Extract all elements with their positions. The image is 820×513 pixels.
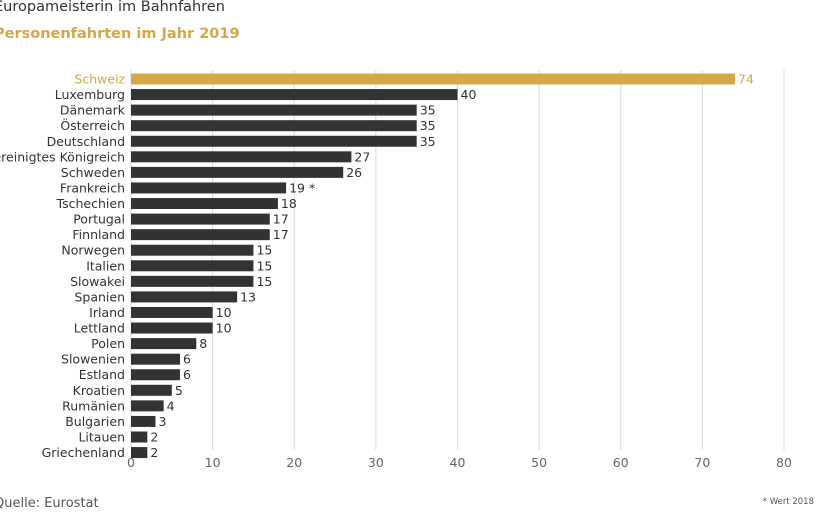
x-tick-label: 20 — [286, 455, 302, 470]
bar — [131, 275, 254, 287]
category-label: Portugal — [73, 212, 125, 227]
value-label: 6 — [183, 352, 191, 367]
x-tick-label: 80 — [776, 455, 792, 470]
category-label: Finnland — [72, 227, 125, 242]
x-tick-label: 70 — [694, 455, 710, 470]
category-label: Schweden — [61, 165, 125, 180]
value-label: 5 — [175, 383, 183, 398]
category-label: Litauen — [78, 430, 125, 445]
category-label: Österreich — [60, 117, 125, 133]
category-label: Lettland — [74, 321, 125, 336]
value-label: 15 — [256, 258, 272, 273]
category-label: Italien — [86, 258, 125, 273]
bar — [131, 89, 458, 101]
bar — [131, 306, 213, 318]
bar — [131, 166, 344, 178]
value-label: 19 * — [289, 180, 315, 195]
bar — [131, 244, 254, 256]
value-label: 15 — [256, 243, 272, 258]
value-label: 35 — [420, 103, 436, 118]
value-label: 2 — [150, 445, 158, 460]
bar — [131, 431, 148, 443]
category-label: Polen — [91, 336, 125, 351]
bar — [131, 198, 278, 210]
value-label: 13 — [240, 289, 256, 304]
value-label: 35 — [420, 118, 436, 133]
source-note: Quelle: Eurostat — [0, 496, 99, 511]
x-tick-label: 0 — [127, 455, 135, 470]
value-label: 4 — [167, 398, 175, 413]
x-tick-label: 30 — [368, 455, 384, 470]
bar — [131, 322, 213, 334]
bar — [131, 291, 238, 303]
value-label: 15 — [256, 274, 272, 289]
category-label: Norwegen — [61, 243, 125, 258]
value-label: 40 — [461, 87, 477, 102]
footnote: * Wert 2018 — [762, 497, 814, 507]
value-label: 3 — [158, 414, 166, 429]
bar — [131, 229, 270, 241]
value-label: 10 — [216, 321, 232, 336]
category-label: Schweiz — [74, 72, 125, 87]
x-tick-label: 50 — [531, 455, 547, 470]
category-label: Irland — [89, 305, 125, 320]
category-label: Kroatien — [73, 383, 125, 398]
category-label: Luxemburg — [55, 87, 125, 102]
bar — [131, 447, 148, 459]
value-label: 35 — [420, 134, 436, 149]
bar — [131, 213, 270, 225]
bar — [131, 104, 417, 116]
value-label: 26 — [346, 165, 362, 180]
value-label: 27 — [354, 149, 370, 164]
bar — [131, 400, 164, 412]
x-tick-label: 60 — [613, 455, 629, 470]
bar — [131, 369, 180, 381]
value-label: 10 — [216, 305, 232, 320]
bar — [131, 260, 254, 272]
bar — [131, 120, 417, 132]
bar — [131, 135, 417, 147]
category-label: Estland — [79, 367, 125, 382]
chart-subtitle: Personenfahrten im Jahr 2019 — [0, 26, 240, 42]
value-label: 6 — [183, 367, 191, 382]
category-label: Deutschland — [47, 134, 125, 149]
value-label: 2 — [150, 430, 158, 445]
bar — [131, 73, 736, 85]
value-label: 17 — [273, 227, 289, 242]
bar — [131, 182, 287, 194]
value-label: 17 — [273, 212, 289, 227]
category-label: Slowenien — [61, 352, 125, 367]
bar — [131, 415, 156, 427]
bar — [131, 338, 197, 350]
x-tick-label: 10 — [205, 455, 221, 470]
bar — [131, 353, 180, 365]
value-label: 8 — [199, 336, 207, 351]
bar — [131, 384, 172, 396]
chart-title: Europameisterin im Bahnfahren — [0, 0, 225, 15]
bar — [131, 151, 352, 163]
category-label: Spanien — [74, 289, 125, 304]
value-label: 18 — [281, 196, 297, 211]
category-label: Griechenland — [42, 445, 125, 460]
category-label: Slowakei — [70, 274, 125, 289]
category-label: Vereinigtes Königreich — [0, 149, 125, 164]
x-tick-label: 40 — [450, 455, 466, 470]
category-label: Tschechien — [56, 196, 125, 211]
value-label: 74 — [738, 72, 754, 87]
category-label: Frankreich — [60, 180, 125, 195]
category-label: Rumänien — [62, 398, 125, 413]
category-label: Dänemark — [60, 103, 126, 118]
category-label: Bulgarien — [65, 414, 125, 429]
